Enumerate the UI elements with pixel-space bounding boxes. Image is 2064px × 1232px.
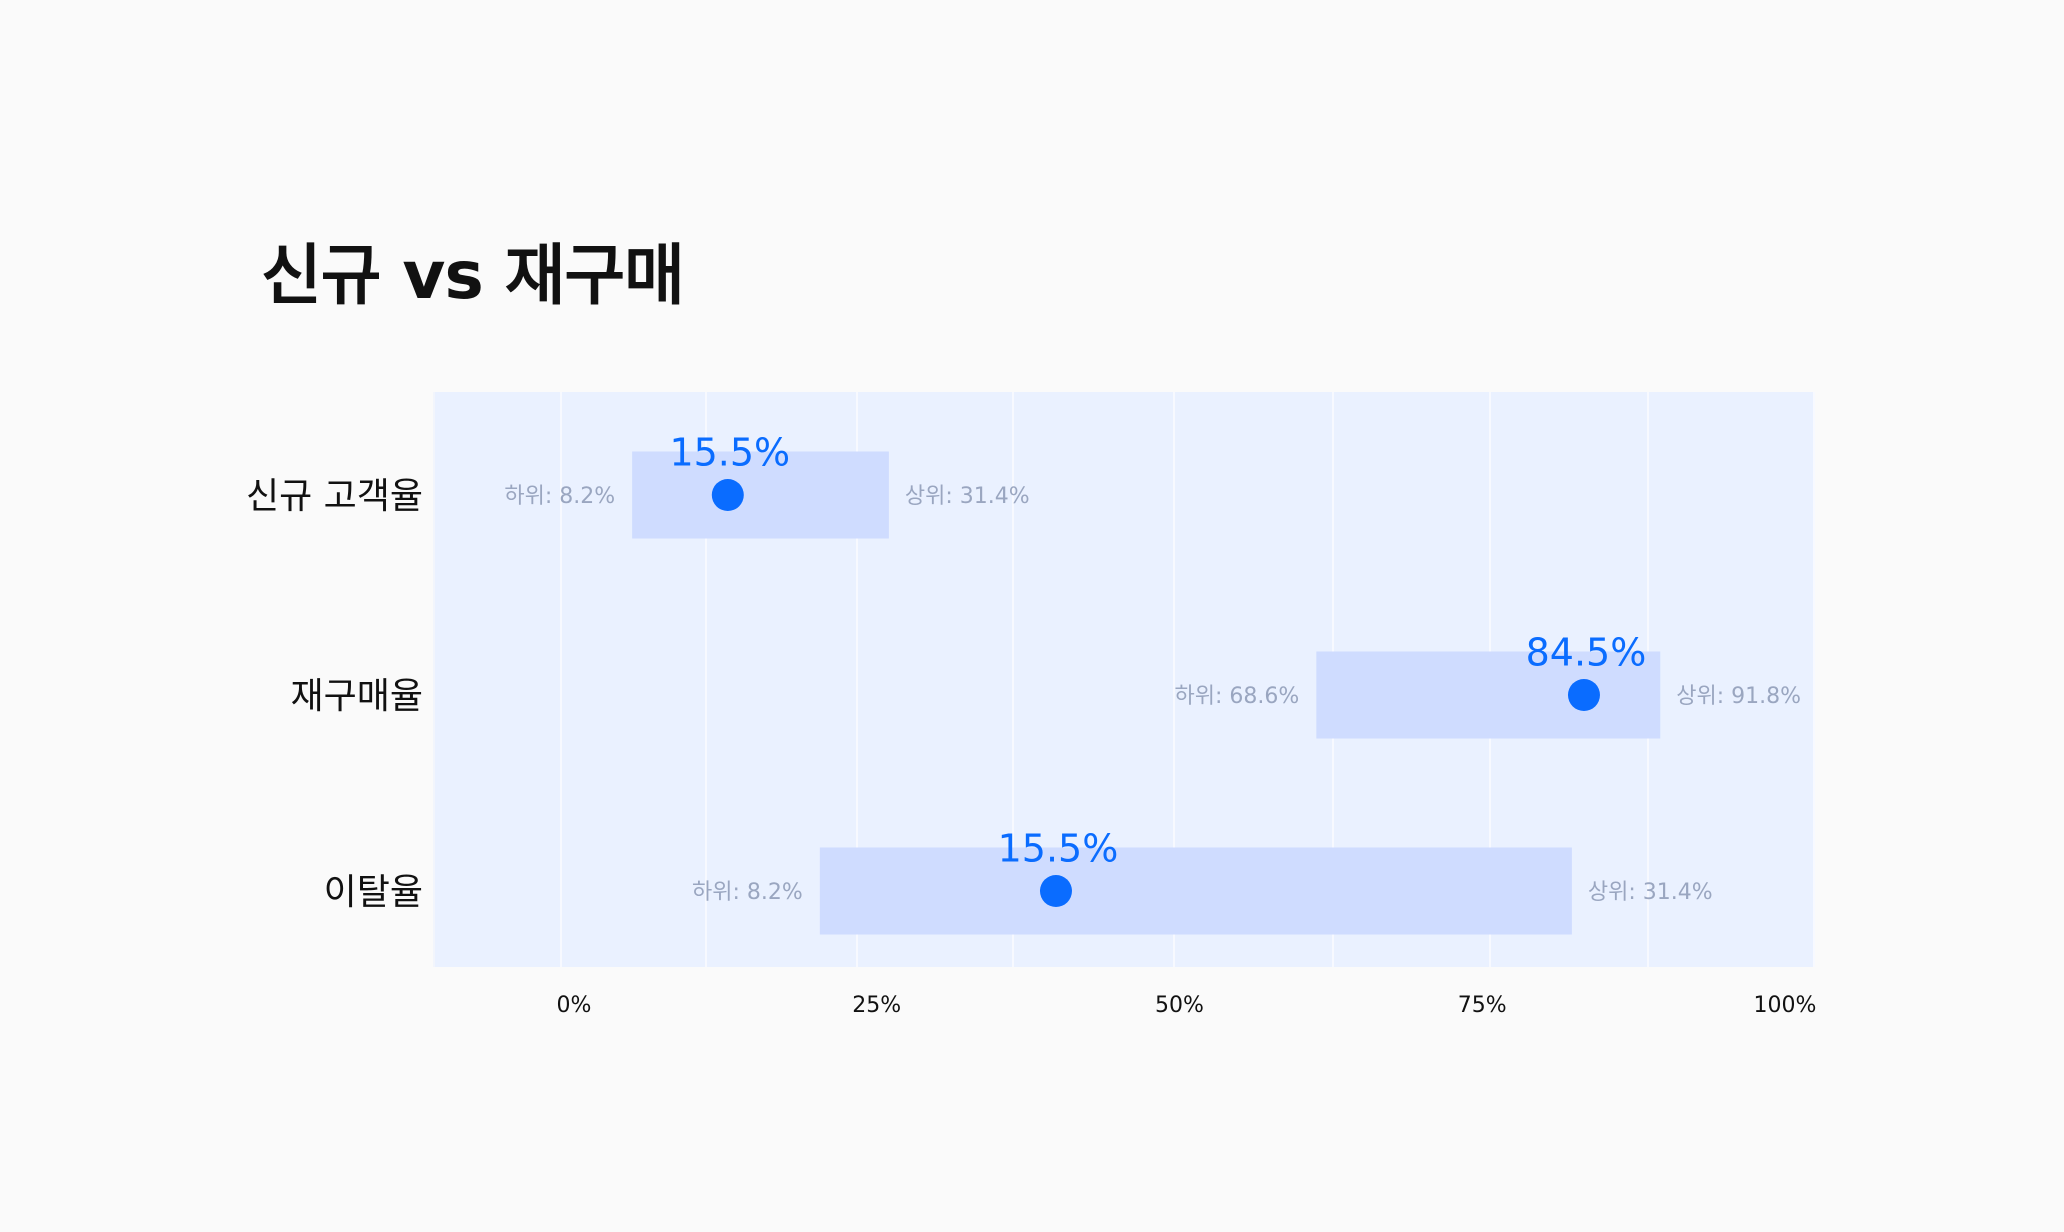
point-label: 15.5%: [998, 827, 1119, 871]
category-label: 이탈율: [324, 872, 423, 913]
low-label: 하위: 8.2%: [692, 880, 803, 905]
x-tick-label: 50%: [1155, 993, 1204, 1018]
low-label: 하위: 68.6%: [1175, 684, 1300, 709]
x-tick-label: 75%: [1458, 993, 1507, 1018]
range-bar: [1316, 651, 1661, 739]
point-label: 84.5%: [1526, 631, 1647, 675]
range-bar: [819, 847, 1572, 935]
point-dot: [1039, 875, 1072, 907]
high-label: 상위: 31.4%: [1588, 880, 1713, 905]
high-label: 상위: 91.8%: [1676, 684, 1801, 709]
point-label: 15.5%: [669, 431, 790, 475]
x-tick-label: 25%: [852, 993, 901, 1018]
high-label: 상위: 31.4%: [905, 484, 1030, 509]
point-dot: [1567, 679, 1600, 711]
range-bar: [632, 451, 889, 539]
point-dot: [711, 479, 744, 511]
x-tick-label: 100%: [1754, 993, 1817, 1018]
category-label: 신규 고객율: [246, 476, 423, 517]
x-tick-label: 0%: [557, 993, 592, 1018]
category-label: 재구매율: [291, 676, 423, 717]
chart-title: 신규 vs 재구매: [261, 237, 685, 314]
low-label: 하위: 8.2%: [504, 484, 615, 509]
